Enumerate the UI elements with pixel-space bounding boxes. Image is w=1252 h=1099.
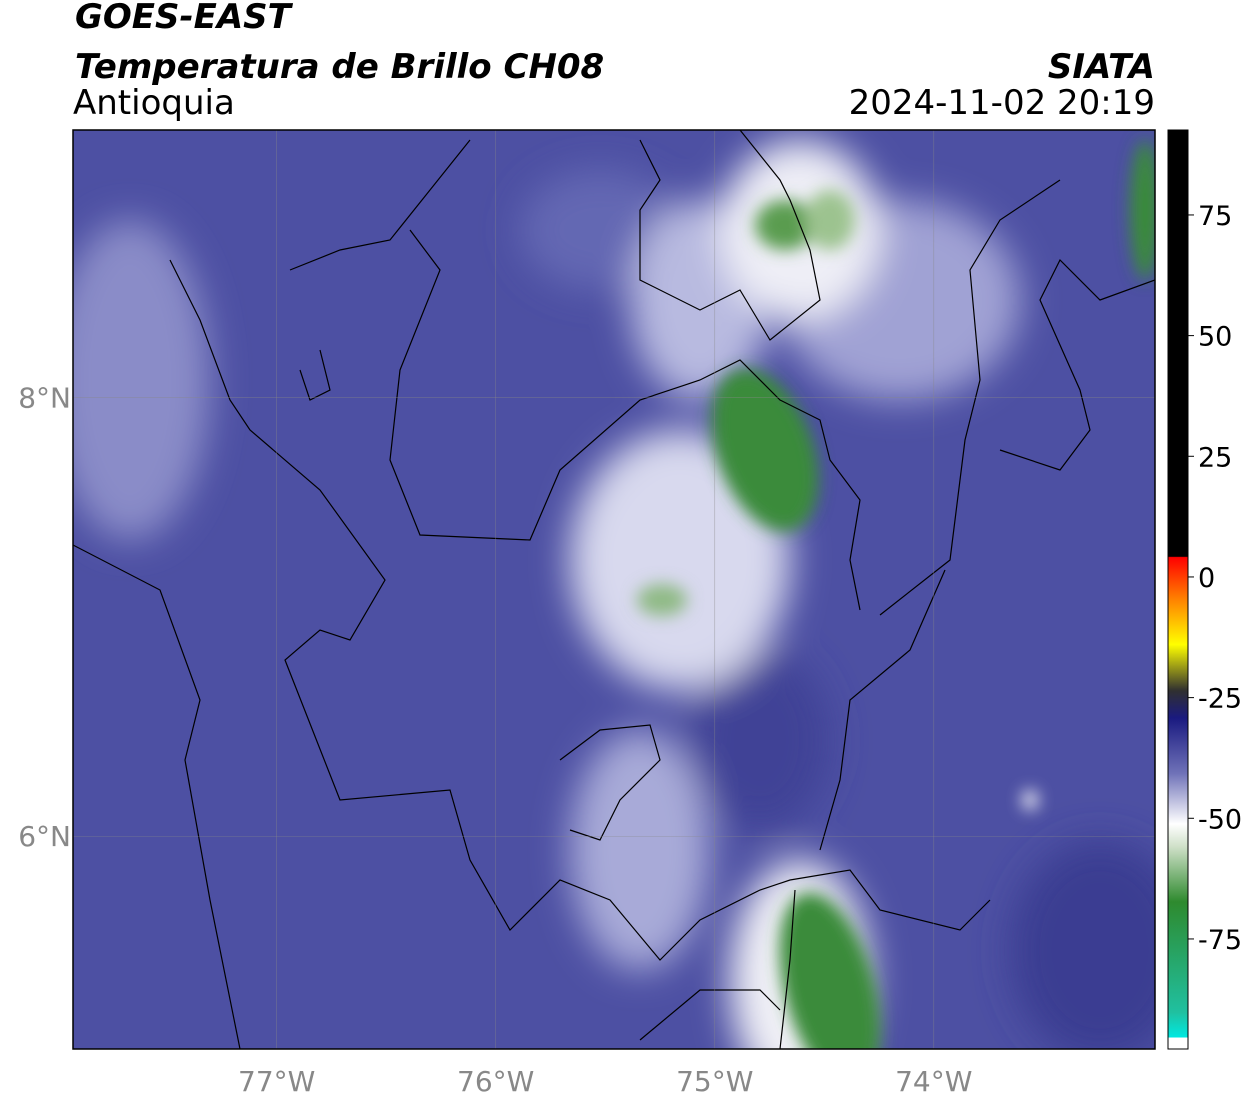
colorbar-tick-label: -50 [1198, 804, 1242, 835]
subtitle: Temperatura de Brillo CH08 [75, 47, 604, 87]
colorbar-tick-label: -75 [1198, 925, 1242, 956]
colorbar-tick-label: -25 [1198, 684, 1242, 715]
imagery [73, 130, 1155, 1049]
y-tick-label: 8°N [18, 382, 71, 415]
datetime: 2024-11-02 20:19 [849, 83, 1155, 123]
colorbar-tick-label: 0 [1198, 563, 1215, 594]
colorbar-tick-label: 25 [1198, 442, 1232, 473]
map-frame [72, 129, 1156, 1050]
x-tick-label: 74°W [895, 1065, 972, 1098]
colorbar-tick-label: 50 [1198, 322, 1232, 353]
x-tick-label: 77°W [238, 1065, 315, 1098]
y-tick-label: 6°N [18, 820, 71, 853]
x-tick-label: 75°W [676, 1065, 753, 1098]
colorbar [1167, 129, 1189, 1050]
x-tick-label: 76°W [457, 1065, 534, 1098]
region: Antioquia [73, 83, 235, 123]
title: GOES-EAST [75, 0, 294, 37]
boundaries [73, 130, 1155, 1049]
colorbar-tick-label: 75 [1198, 201, 1232, 232]
source: SIATA [1048, 47, 1155, 87]
